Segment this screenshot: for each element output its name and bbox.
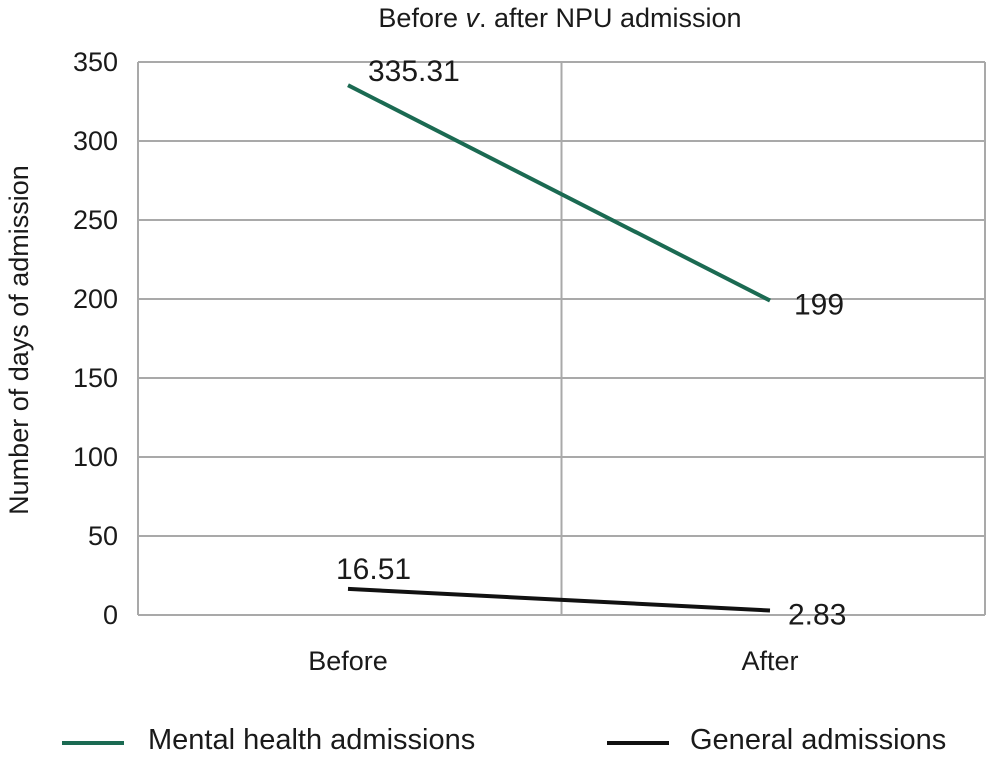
y-tick-label-50: 50 bbox=[88, 521, 118, 551]
chart-title-italic: v bbox=[465, 3, 480, 33]
series-line-general-admissions bbox=[347, 586, 771, 613]
data-label-general-admissions-before: 16.51 bbox=[336, 553, 411, 586]
y-tick-label-200: 200 bbox=[73, 284, 118, 314]
grid bbox=[137, 61, 986, 616]
legend: Mental health admissions General admissio… bbox=[62, 724, 946, 756]
y-axis-label: Number of days of admission bbox=[4, 165, 34, 515]
series-line-mental-health-admissions bbox=[347, 83, 771, 303]
legend-label-mental-health-admissions: Mental health admissions bbox=[148, 724, 475, 756]
data-label-mental-health-admissions-after: 199 bbox=[794, 289, 844, 322]
y-tick-label-0: 0 bbox=[103, 600, 118, 630]
chart-title-part-1: Before bbox=[378, 3, 465, 33]
axes: 0 50 100 150 200 250 300 350 Before After Number o… bbox=[4, 47, 799, 676]
legend-label-general-admissions: General admissions bbox=[690, 724, 946, 756]
legend-item-mental-health-admissions: Mental health admissions bbox=[62, 724, 475, 756]
legend-item-general-admissions: General admissions bbox=[607, 724, 946, 756]
chart-title: Before v. after NPU admission bbox=[378, 3, 741, 33]
y-tick-label-150: 150 bbox=[73, 363, 118, 393]
data-label-general-admissions-after: 2.83 bbox=[788, 599, 846, 632]
y-tick-label-250: 250 bbox=[73, 205, 118, 235]
data-labels: 335.31 199 16.51 2.83 bbox=[336, 55, 846, 631]
data-label-mental-health-admissions-before: 335.31 bbox=[368, 55, 460, 88]
y-tick-label-100: 100 bbox=[73, 442, 118, 472]
chart-title-part-2: . after NPU admission bbox=[479, 3, 742, 33]
x-tick-label-after: After bbox=[741, 646, 798, 676]
y-tick-label-300: 300 bbox=[73, 126, 118, 156]
x-tick-label-before: Before bbox=[308, 646, 388, 676]
series bbox=[347, 83, 771, 613]
y-tick-label-350: 350 bbox=[73, 47, 118, 77]
